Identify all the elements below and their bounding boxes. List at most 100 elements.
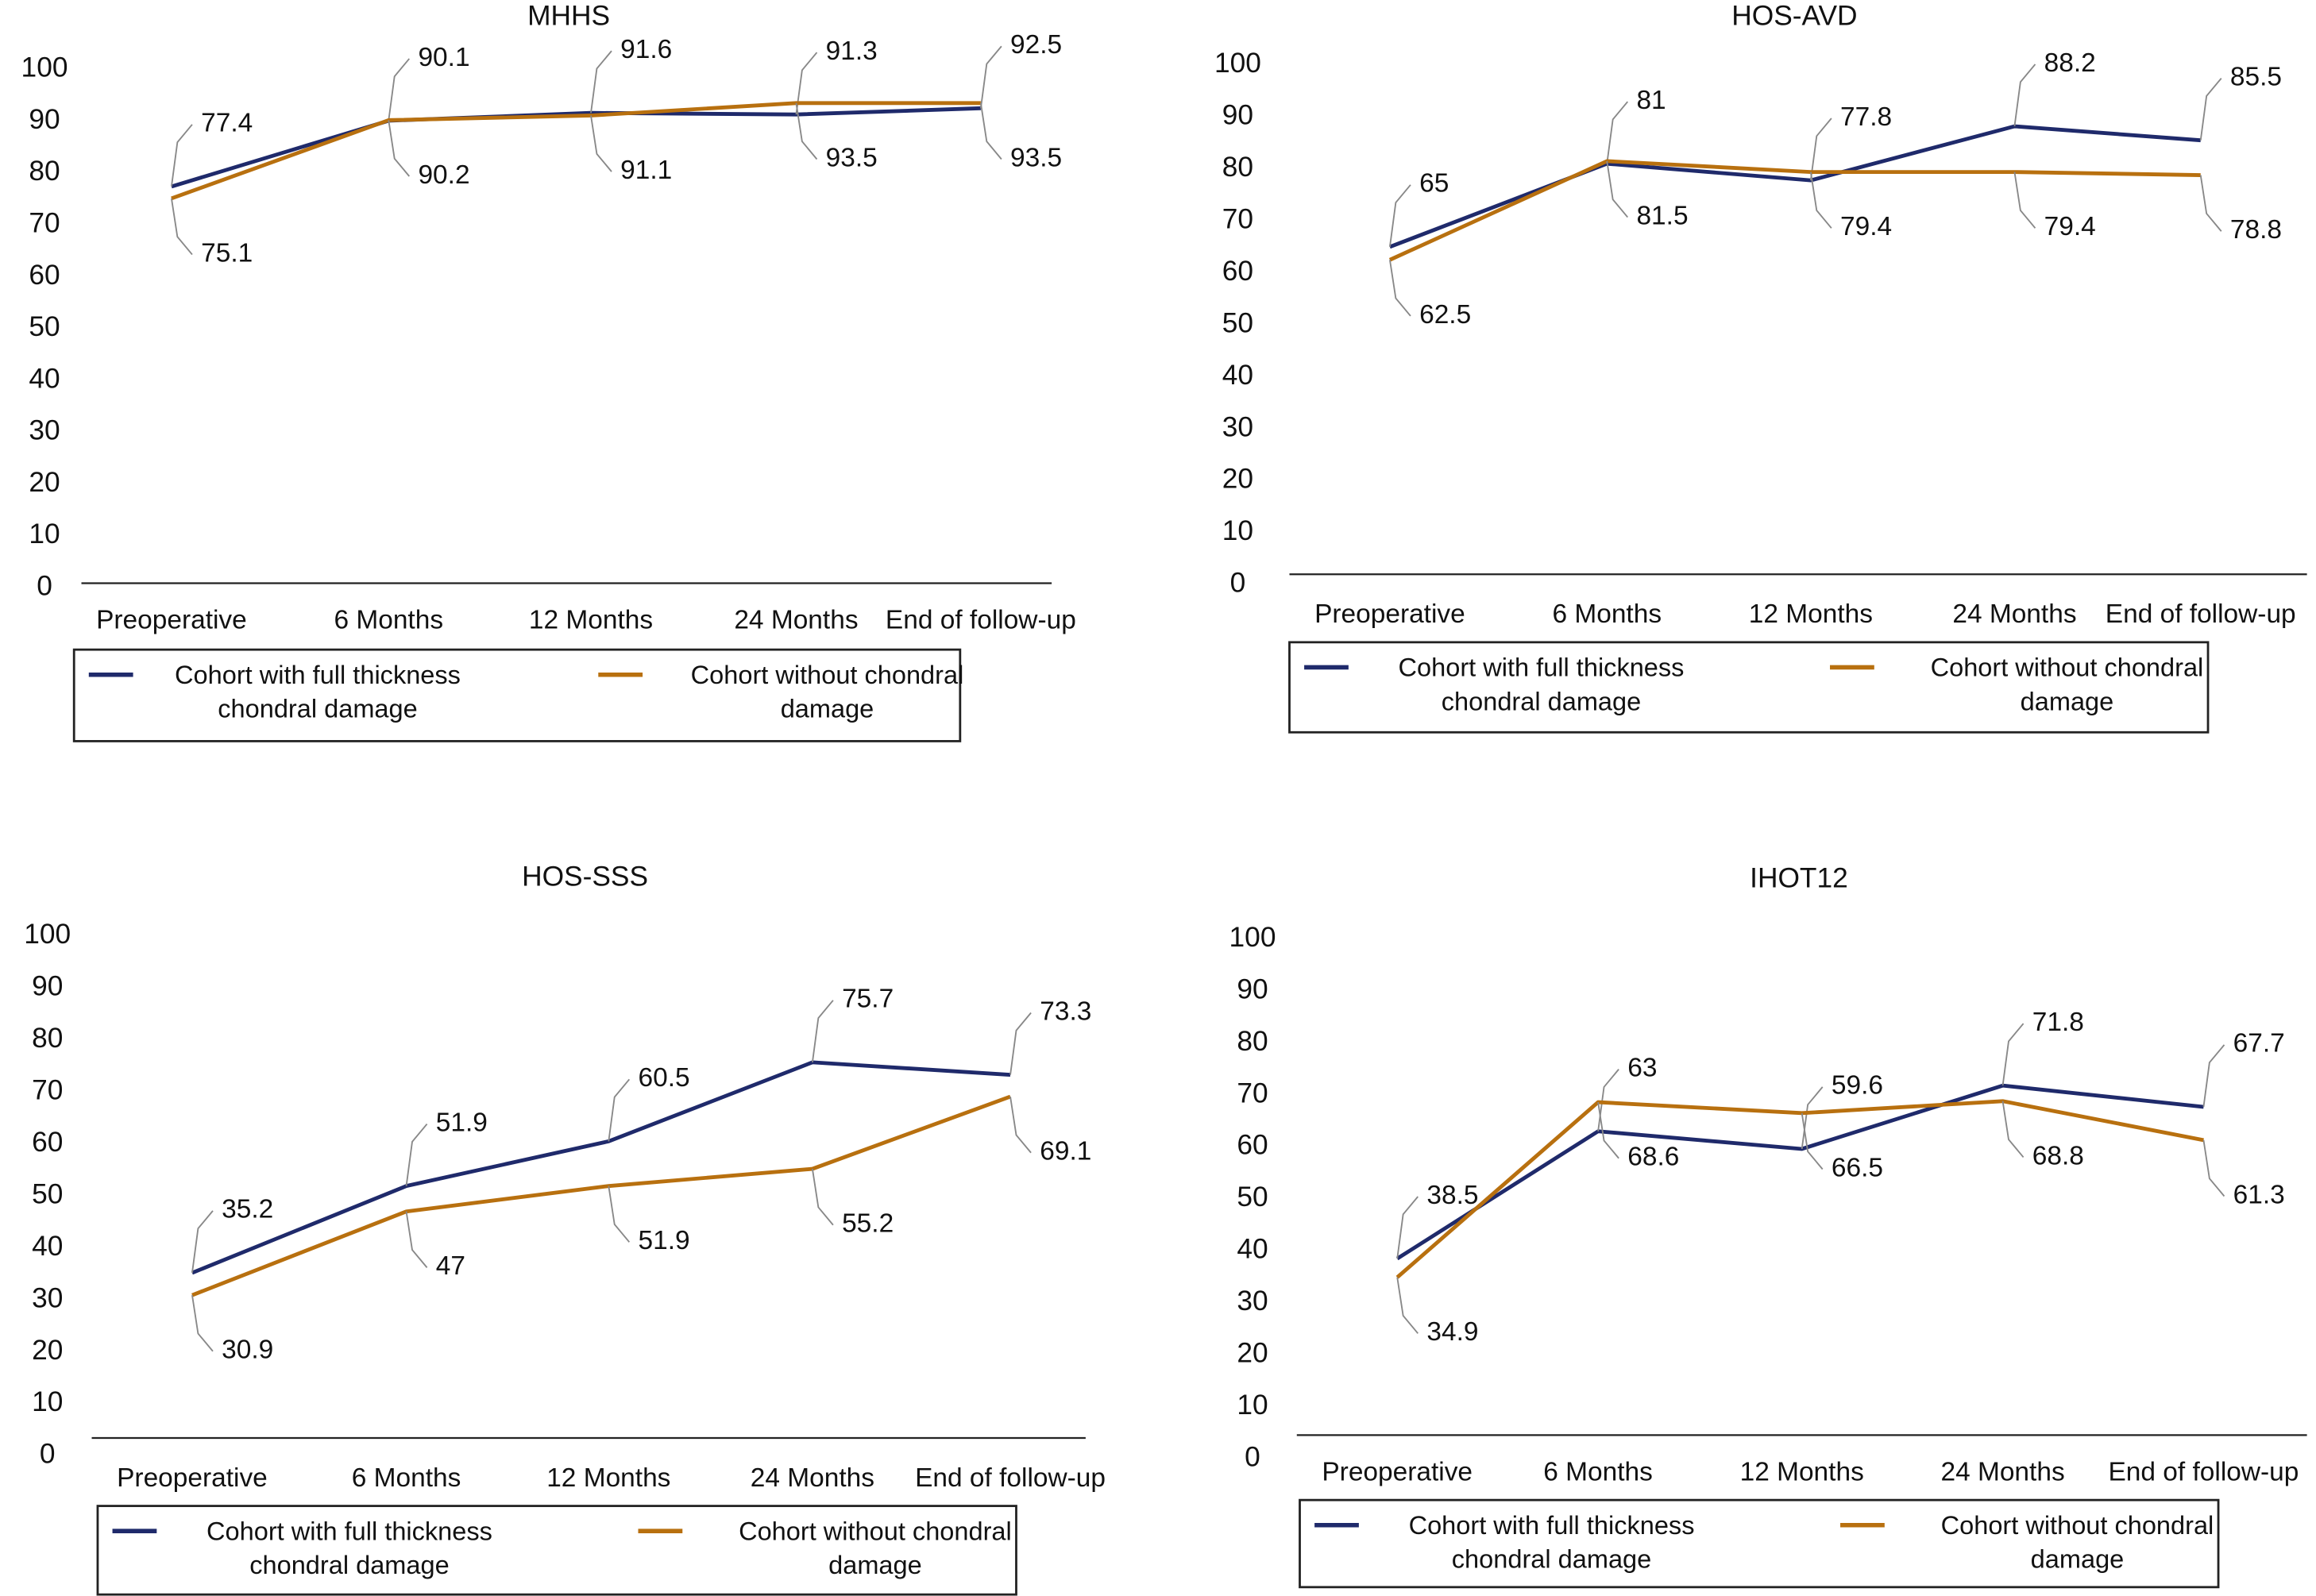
legend-label: Cohort without chondral damage [739,1516,1012,1580]
x-tick-label: Preoperative [117,1463,268,1493]
x-tick-label: End of follow-up [2106,599,2296,629]
y-tick-label: 70 [32,1075,63,1106]
legend-label: Cohort with full thickness chondral dama… [207,1516,492,1580]
data-label: 61.3 [2233,1180,2285,1209]
y-tick-label: 100 [1229,922,1276,953]
leader-line [1396,1196,1419,1259]
y-tick-label: 70 [1222,203,1253,234]
data-label: 90.2 [418,160,469,190]
leader-line [795,102,818,160]
leader-line [1801,1112,1824,1170]
leader-line [2202,1044,2225,1108]
leader-line [1597,1101,1619,1159]
y-tick-label: 0 [1245,1441,1260,1472]
data-label: 91.6 [620,35,672,64]
data-label: 75.7 [842,985,894,1014]
legend-box [1299,1498,2220,1589]
legend-box [72,648,962,742]
leader-line [979,45,1002,109]
x-tick-label: Preoperative [1314,599,1465,629]
leader-line [608,1078,631,1142]
legend-label: Cohort without chondral damage [690,660,964,724]
data-label: 92.5 [1010,30,1062,60]
data-label: 73.3 [1040,997,1091,1026]
y-tick-label: 0 [37,570,52,601]
data-label: 91.3 [826,37,878,66]
data-label: 81 [1636,86,1666,115]
data-label: 78.8 [2230,215,2282,245]
data-label: 62.5 [1419,300,1471,330]
x-tick-label: 24 Months [751,1463,874,1493]
data-label: 77.4 [201,109,253,138]
legend-item: Cohort with full thickness chondral dama… [207,1516,492,1580]
leader-line [171,198,193,256]
leader-line [1389,260,1411,317]
y-tick-label: 10 [29,519,60,549]
data-label: 93.5 [826,143,878,172]
legend-item: Cohort with full thickness chondral dama… [1408,1510,1695,1575]
data-label: 67.7 [2233,1029,2285,1058]
x-tick-label: End of follow-up [886,606,1076,635]
leader-line [191,1294,214,1352]
data-label: 68.8 [2032,1141,2084,1170]
leader-line [405,1211,428,1268]
y-tick-label: 80 [1237,1026,1268,1057]
x-tick-label: 6 Months [1552,599,1662,629]
leader-line [811,1000,834,1063]
y-tick-label: 30 [1222,411,1253,442]
legend-label: Cohort with full thickness chondral dama… [1398,652,1685,716]
chart-title: IHOT12 [1750,863,1848,894]
y-tick-label: 50 [1237,1182,1268,1212]
data-label: 34.9 [1426,1317,1478,1347]
legend-label: Cohort without chondral damage [1940,1510,2214,1575]
series-line [1395,1099,2204,1279]
y-tick-label: 90 [29,104,60,135]
data-label: 85.5 [2230,62,2282,91]
leader-line [2013,64,2036,127]
data-label: 60.5 [638,1063,689,1093]
data-label: 91.1 [620,156,672,185]
y-tick-label: 50 [32,1178,63,1209]
data-label: 65 [1419,169,1449,199]
leader-line [1801,1086,1824,1150]
y-tick-label: 30 [32,1282,63,1313]
leader-line [2199,175,2222,232]
y-tick-label: 80 [1222,152,1253,183]
legend-label: Cohort with full thickness chondral dama… [1408,1510,1695,1575]
data-label: 90.1 [418,43,469,72]
data-label: 66.5 [1832,1153,1883,1182]
x-tick-label: 6 Months [352,1463,461,1493]
leader-line [2013,172,2036,229]
leader-line [608,1185,631,1243]
leader-line [2199,78,2222,141]
data-label: 71.8 [2032,1008,2084,1037]
data-label: 77.8 [1840,102,1892,132]
legend-item: Cohort with full thickness chondral dama… [1398,652,1685,716]
data-label: 55.2 [842,1209,894,1239]
y-tick-label: 40 [1222,360,1253,391]
y-tick-label: 80 [29,156,60,187]
y-tick-label: 0 [40,1439,56,1470]
data-label: 75.1 [201,238,253,268]
data-label: 68.6 [1627,1143,1679,1172]
leader-line [979,102,1002,160]
leader-line [1389,184,1411,248]
x-tick-label: Preoperative [96,606,247,635]
legend-label: Cohort with full thickness chondral dama… [175,660,461,724]
chart-title: HOS-AVD [1731,1,1857,32]
data-label: 51.9 [436,1108,488,1137]
series-line [1388,159,2201,262]
y-tick-label: 10 [1222,515,1253,546]
data-label: 81.5 [1636,201,1688,230]
data-label: 30.9 [222,1336,273,1365]
y-tick-label: 20 [1237,1338,1268,1369]
legend-item: Cohort with full thickness chondral dama… [175,660,461,724]
y-tick-label: 20 [1222,464,1253,495]
data-label: 59.6 [1832,1071,1883,1101]
data-label: 79.4 [2044,212,2096,241]
leader-line [171,124,193,187]
leader-line [405,1123,428,1186]
x-tick-label: 6 Months [1543,1458,1653,1487]
y-tick-label: 60 [1222,256,1253,287]
